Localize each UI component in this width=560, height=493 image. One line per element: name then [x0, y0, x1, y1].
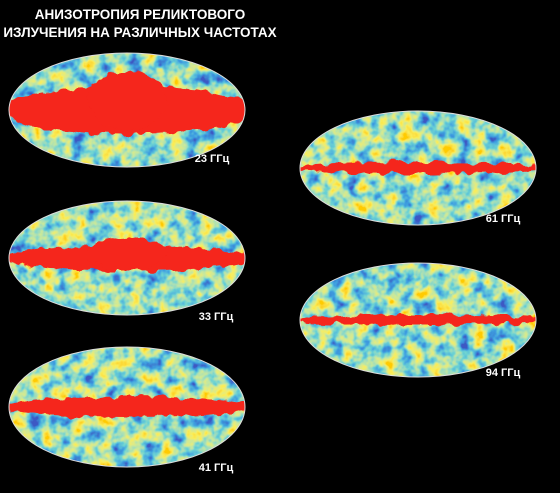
- map-outline: [8, 200, 246, 316]
- galactic-bulge: [87, 71, 167, 130]
- frequency-label: 61 ГГц: [486, 213, 521, 225]
- sky-map: [9, 347, 245, 467]
- sky-map: [9, 53, 245, 167]
- map-outline: [8, 52, 246, 168]
- map-outline: [299, 262, 537, 378]
- sky-map: [300, 263, 536, 377]
- sky-map: [300, 111, 536, 225]
- frequency-label: 41 ГГц: [199, 462, 234, 474]
- frequency-label: 33 ГГц: [199, 311, 234, 323]
- galactic-plane: [300, 315, 536, 325]
- sky-map: [9, 201, 245, 315]
- map-outline: [299, 110, 537, 226]
- title-line: АНИЗОТРОПИЯ РЕЛИКТОВОГО: [35, 7, 245, 22]
- frequency-label: 94 ГГц: [486, 367, 521, 379]
- galactic-plane: [300, 162, 536, 174]
- title-line: ИЗЛУЧЕНИЯ НА РАЗЛИЧНЫХ ЧАСТОТАХ: [3, 25, 276, 40]
- map-outline: [8, 346, 246, 468]
- galactic-plane: [9, 397, 245, 417]
- galactic-bulge: [87, 237, 167, 269]
- frequency-label: 23 ГГц: [195, 153, 230, 165]
